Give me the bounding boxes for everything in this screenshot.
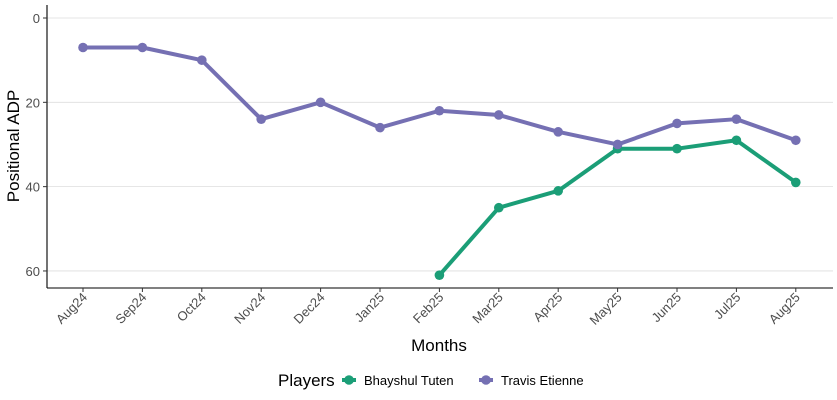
x-tick-label: Mar25 [469, 290, 506, 327]
data-point [791, 177, 801, 188]
x-tick-label: Aug24 [53, 290, 90, 327]
data-point [553, 186, 563, 196]
x-tick-label: Oct24 [174, 290, 209, 325]
data-point [137, 42, 148, 53]
data-point [197, 55, 207, 65]
legend-label: Bhayshul Tuten [364, 373, 454, 388]
series-layer [78, 42, 801, 280]
series-line [81, 45, 798, 147]
axes [46, 5, 833, 289]
y-tick-label: 0 [33, 11, 40, 26]
data-point [791, 135, 801, 146]
x-tick-label: Jul25 [711, 290, 744, 323]
data-point [672, 143, 682, 154]
x-tick-label: Feb25 [410, 290, 447, 327]
legend: Players Bhayshul Tuten Travis Etienne [278, 371, 584, 390]
data-point [434, 270, 445, 280]
x-tick-label: Nov24 [231, 290, 268, 327]
x-tick-label: Dec24 [291, 290, 328, 327]
data-point [375, 122, 385, 133]
series-line [437, 138, 798, 278]
x-tick-label: Apr25 [530, 290, 565, 325]
series-bhayshul-tuten [434, 135, 801, 280]
y-tick-label: 40 [26, 180, 40, 195]
data-point [612, 139, 623, 150]
data-point [553, 127, 563, 137]
y-tick-label: 20 [26, 95, 40, 110]
y-axis-ticks: 0 20 40 60 [26, 11, 47, 279]
legend-label: Travis Etienne [501, 373, 584, 388]
data-point [731, 114, 742, 124]
y-tick-label: 60 [26, 264, 40, 279]
data-point [494, 202, 504, 213]
x-axis-title: Months [411, 336, 467, 355]
x-tick-label: Jan25 [351, 290, 387, 326]
data-point [434, 105, 445, 116]
data-point [494, 110, 504, 120]
series-travis-etienne [78, 42, 801, 150]
legend-key-point [344, 375, 354, 385]
legend-key-point [481, 375, 491, 385]
legend-title: Players [278, 371, 335, 390]
x-tick-label: Sep24 [112, 290, 149, 327]
data-point [731, 135, 742, 146]
data-point [256, 114, 267, 124]
x-tick-label: May25 [587, 290, 625, 328]
x-axis-ticks: Aug24 Sep24 Oct24 Nov24 Dec24 Jan25 Feb25 Mar25… [53, 288, 803, 328]
x-tick-label: Aug25 [766, 290, 803, 327]
x-tick-label: Jun25 [648, 290, 684, 326]
y-axis-title: Positional ADP [4, 90, 23, 202]
data-point [78, 42, 88, 53]
data-point [672, 118, 682, 129]
data-point [315, 97, 326, 108]
